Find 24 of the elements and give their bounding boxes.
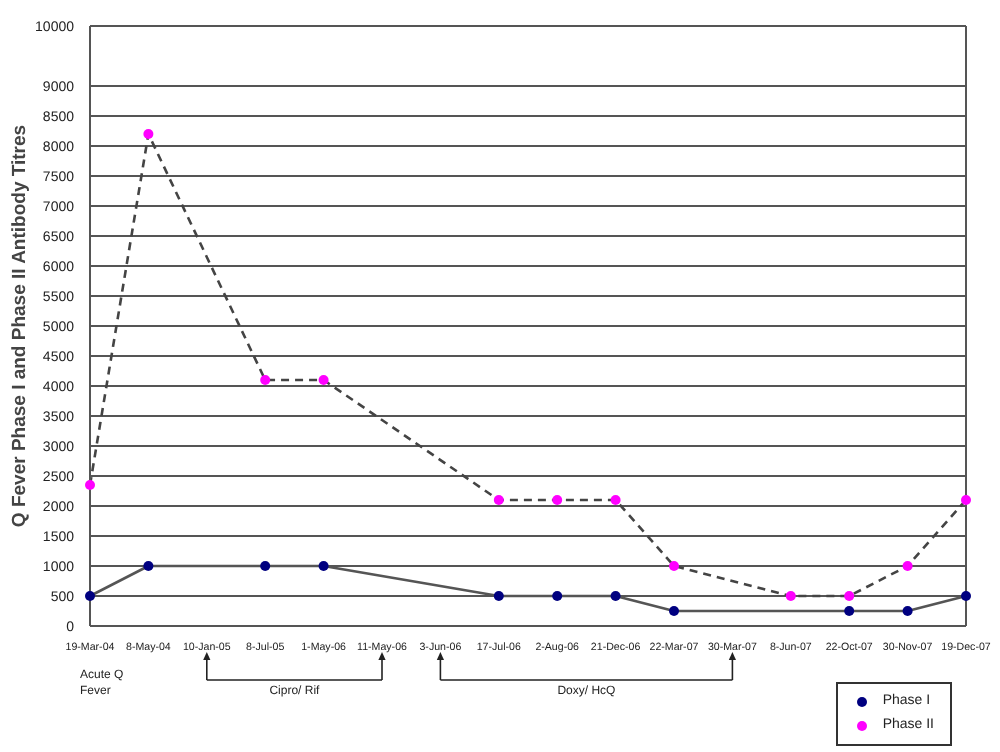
point: [902, 606, 913, 616]
point: [961, 495, 971, 505]
point: [610, 495, 621, 505]
y-axis-title: Q Fever Phase I and Phase II Antibody Titres: [9, 124, 32, 528]
point: [493, 495, 504, 505]
point: [902, 561, 913, 571]
point: [260, 561, 271, 571]
point: [318, 561, 329, 571]
point: [143, 129, 154, 139]
point: [318, 375, 329, 385]
point: [669, 606, 679, 616]
point: [961, 591, 971, 601]
point: [785, 591, 796, 601]
point: [552, 591, 563, 601]
point: [844, 591, 855, 601]
point: [844, 606, 855, 616]
point: [610, 591, 621, 601]
point: [552, 495, 563, 505]
point: [260, 375, 271, 385]
point: [85, 591, 95, 601]
point: [493, 591, 504, 601]
point: [669, 561, 679, 571]
point: [143, 561, 154, 571]
point: [85, 480, 95, 490]
